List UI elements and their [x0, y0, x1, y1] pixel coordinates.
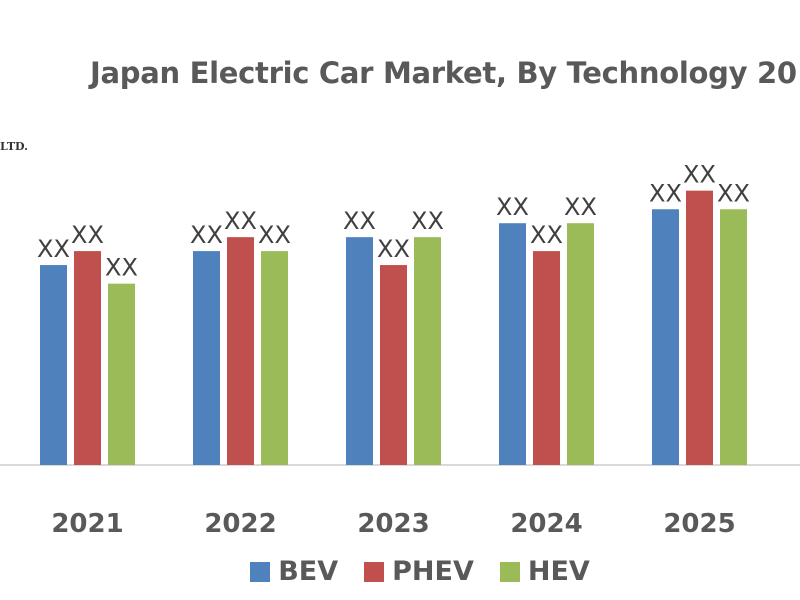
bar-phev-2022 [227, 237, 254, 465]
legend-swatch-hev [499, 561, 520, 582]
data-label-hev-2024: XX [564, 193, 597, 221]
data-label-phev-2021: XX [71, 221, 104, 249]
data-label-hev-2021: XX [105, 254, 138, 282]
legend-label-bev: BEV [278, 556, 339, 587]
data-label-phev-2025: XX [683, 161, 716, 189]
bar-bev-2022 [193, 251, 220, 465]
bar-hev-2021 [108, 283, 135, 465]
bar-bev-2021 [40, 265, 67, 465]
data-label-hev-2022: XX [258, 221, 291, 249]
bar-phev-2024 [533, 251, 560, 465]
data-label-hev-2025: XX [717, 179, 750, 207]
x-tick-label-2022: 2022 [204, 509, 276, 539]
data-label-bev-2024: XX [496, 193, 529, 221]
bar-phev-2023 [380, 265, 407, 465]
data-label-phev-2024: XX [530, 221, 563, 249]
legend-swatch-bev [250, 561, 271, 582]
data-label-bev-2023: XX [343, 207, 376, 235]
bar-phev-2021 [74, 251, 101, 465]
data-label-bev-2025: XX [649, 179, 682, 207]
bar-bev-2025 [652, 209, 679, 465]
data-label-phev-2022: XX [224, 207, 257, 235]
legend-item-bev: BEV [250, 556, 338, 587]
bar-bev-2023 [346, 237, 373, 465]
bar-hev-2023 [414, 237, 441, 465]
legend: BEV PHEV HEV [0, 556, 800, 587]
data-label-phev-2023: XX [377, 235, 410, 263]
bars-layer [40, 190, 747, 465]
legend-swatch-phev [364, 561, 385, 582]
x-tick-label-2025: 2025 [663, 509, 735, 539]
legend-label-hev: HEV [527, 556, 590, 587]
legend-label-phev: PHEV [392, 556, 474, 587]
bar-hev-2025 [720, 209, 747, 465]
data-label-bev-2022: XX [190, 221, 223, 249]
data-label-bev-2021: XX [37, 235, 70, 263]
x-tick-label-2023: 2023 [357, 509, 429, 539]
bar-hev-2022 [261, 251, 288, 465]
x-tick-label-2021: 2021 [51, 509, 123, 539]
legend-item-phev: PHEV [364, 556, 474, 587]
legend-item-hev: HEV [499, 556, 590, 587]
corner-note: LTD. [0, 140, 28, 153]
x-tick-label-2024: 2024 [510, 509, 582, 539]
bar-bev-2024 [499, 223, 526, 465]
x-tick-labels: 2021 2022 2023 2024 2025 [51, 509, 735, 539]
bar-phev-2025 [686, 190, 713, 465]
data-label-hev-2023: XX [411, 207, 444, 235]
chart-title: Japan Electric Car Market, By Technology… [90, 56, 797, 90]
bar-hev-2024 [567, 223, 594, 465]
